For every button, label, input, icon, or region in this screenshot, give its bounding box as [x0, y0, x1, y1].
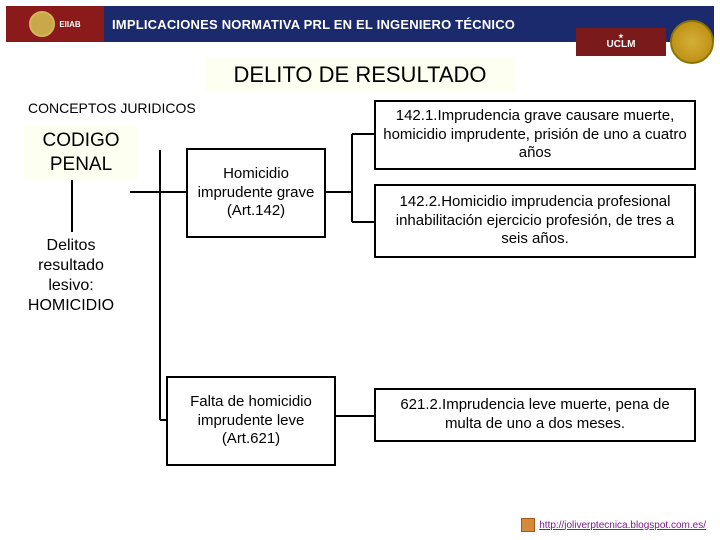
box-codigo-penal: CODIGO PENAL [24, 126, 138, 180]
box-r142-1: 142.1.Imprudencia grave causare muerte, … [374, 100, 696, 170]
box-r621-2: 621.2.Imprudencia leve muerte, pena de m… [374, 388, 696, 442]
box-art142: Homicidio imprudente grave (Art.142) [186, 148, 326, 238]
crest-icon [670, 20, 714, 64]
section-title: DELITO DE RESULTADO [205, 58, 514, 92]
footer-link[interactable]: http://joliverptecnica.blogspot.com.es/ [521, 518, 706, 532]
logo-right: ★ UCLM [576, 20, 714, 64]
subheading: CONCEPTOS JURIDICOS [28, 100, 196, 116]
box-art621: Falta de homicidio imprudente leve (Art.… [166, 376, 336, 466]
uclm-text: ★ UCLM [576, 28, 666, 56]
box-r142-2: 142.2.Homicidio imprudencia profesional … [374, 184, 696, 258]
logo-left-text: EIIAB [59, 20, 80, 29]
uclm-label: UCLM [607, 40, 636, 50]
header-title: IMPLICACIONES NORMATIVA PRL EN EL INGENI… [112, 17, 515, 32]
footer-icon [521, 518, 535, 532]
box-delitos: Delitos resultado lesivo: HOMICIDIO [12, 232, 130, 320]
seal-icon [29, 11, 55, 37]
logo-left: EIIAB [6, 6, 104, 42]
footer-url: http://joliverptecnica.blogspot.com.es/ [539, 520, 706, 531]
